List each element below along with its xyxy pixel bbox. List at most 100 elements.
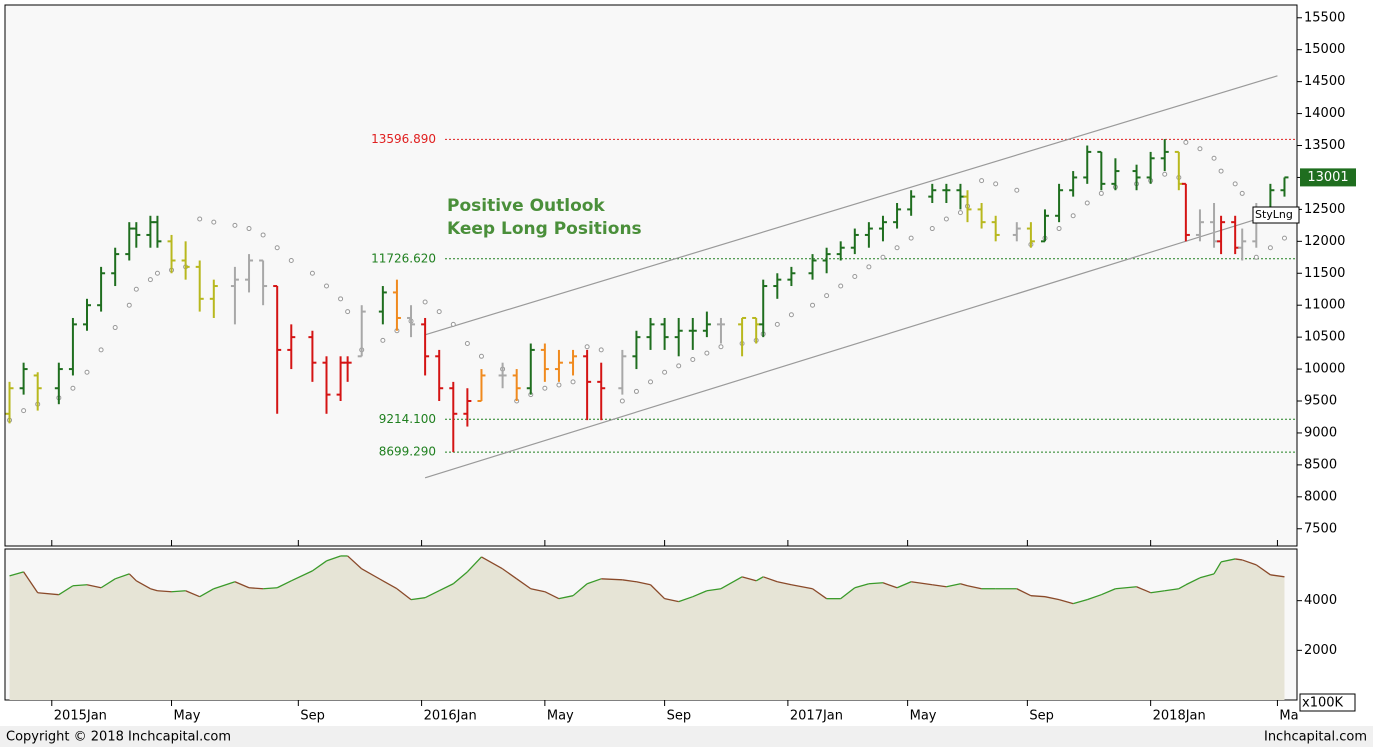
sar-dot [1162,171,1168,177]
volume-line [100,578,116,589]
y-tick-label: 11500 [1304,266,1345,281]
sar-dot [450,321,456,327]
volume-line [812,588,827,600]
y-tick-label: 8500 [1304,457,1337,472]
sar-dot [133,286,139,292]
x-tick-label: Sep [300,709,325,724]
sar-dot [718,344,724,350]
volume-line [171,590,186,593]
volume-line [664,598,679,603]
price-panel [4,4,1298,547]
site: Inchcapital.com [1264,730,1367,745]
volume-line [544,591,560,600]
unit-label: x100K [1302,696,1344,711]
volume-line [410,597,426,601]
level-label: 11726.620 [371,251,436,265]
volume-line [622,579,637,583]
x-tick-label: May [174,709,201,724]
sar-dot [880,254,886,260]
volume-line [741,576,757,582]
volume-line [755,576,764,582]
sar-dot [464,341,470,347]
price-tag-label: 13001 [1307,170,1348,185]
volume-line [516,578,532,590]
sar-dot [838,283,844,289]
volume-line [1072,599,1088,605]
volume-line [946,583,961,588]
volume-line [763,576,778,583]
sar-dot [584,344,590,350]
volume-line [868,582,884,585]
volume-line [558,595,574,600]
volume-line [967,585,982,590]
volume-line [1150,590,1165,594]
channel-line [424,212,1278,479]
sar-dot [852,273,858,279]
sar-dot [246,226,252,232]
unit-box [1299,693,1356,712]
volume-line [601,578,623,581]
sar-dot [943,216,949,222]
volume-line [361,568,384,582]
sar-dot [619,398,625,404]
volume-line [86,584,102,589]
style-tag-label: StyLng [1255,208,1293,221]
volume-line [234,581,250,589]
volume-line [777,581,792,586]
sar-dot [422,299,428,305]
volume-line [586,578,602,585]
volume-line [882,582,898,589]
sar-dot [633,388,639,394]
x-tick-label: 2016Jan [424,709,477,724]
volume-line [692,590,708,598]
volume-line [706,588,722,592]
volume-line [636,581,651,586]
volume-line [213,581,236,590]
style-tag [1252,206,1300,224]
sar-dot [478,353,484,359]
sar-dot [1084,200,1090,206]
volume-line [502,568,518,580]
volume-line [650,584,666,600]
volume-line [291,570,313,582]
y-tick-label: 13500 [1304,138,1345,153]
sar-dot [154,270,160,276]
y-tick-label: 11000 [1304,298,1345,313]
level-label: 9214.100 [379,412,436,426]
volume-line [1016,588,1032,597]
level-label: 8699.290 [379,445,436,459]
volume-line [1185,577,1201,586]
volume-line [382,580,398,590]
sar-dot [542,385,548,391]
volume-line [1030,595,1046,598]
volume-line [1136,586,1151,594]
sar-dot [556,382,562,388]
level-label: 13596.890 [371,132,436,146]
sar-dot [866,264,872,270]
sar-dot [570,379,576,385]
channel-line [424,75,1278,336]
y-tick-label: 8000 [1304,489,1337,504]
copyright: Copyright © 2018 Inchcapital.com [6,730,231,745]
x-tick-label: 2018Jan [1153,709,1206,724]
volume-line [1235,558,1243,561]
volume-line [1178,584,1187,590]
volume-line [720,576,743,590]
sar-dot [993,181,999,187]
x-tick-label: May [547,709,574,724]
sar-dot [1281,235,1287,241]
volume-line [114,573,130,580]
sar-dot [211,219,217,225]
x-tick-label: 2015Jan [54,709,107,724]
volume-line [1213,561,1222,575]
sar-dot [380,337,386,343]
sar-dot [112,325,118,331]
sar-dot [1014,187,1020,193]
footer-bar [0,726,1373,747]
sar-dot [676,363,682,369]
volume-line [896,581,912,589]
volume-line [678,596,694,603]
volume-line [185,590,200,598]
y-tick-label: 9000 [1304,425,1337,440]
